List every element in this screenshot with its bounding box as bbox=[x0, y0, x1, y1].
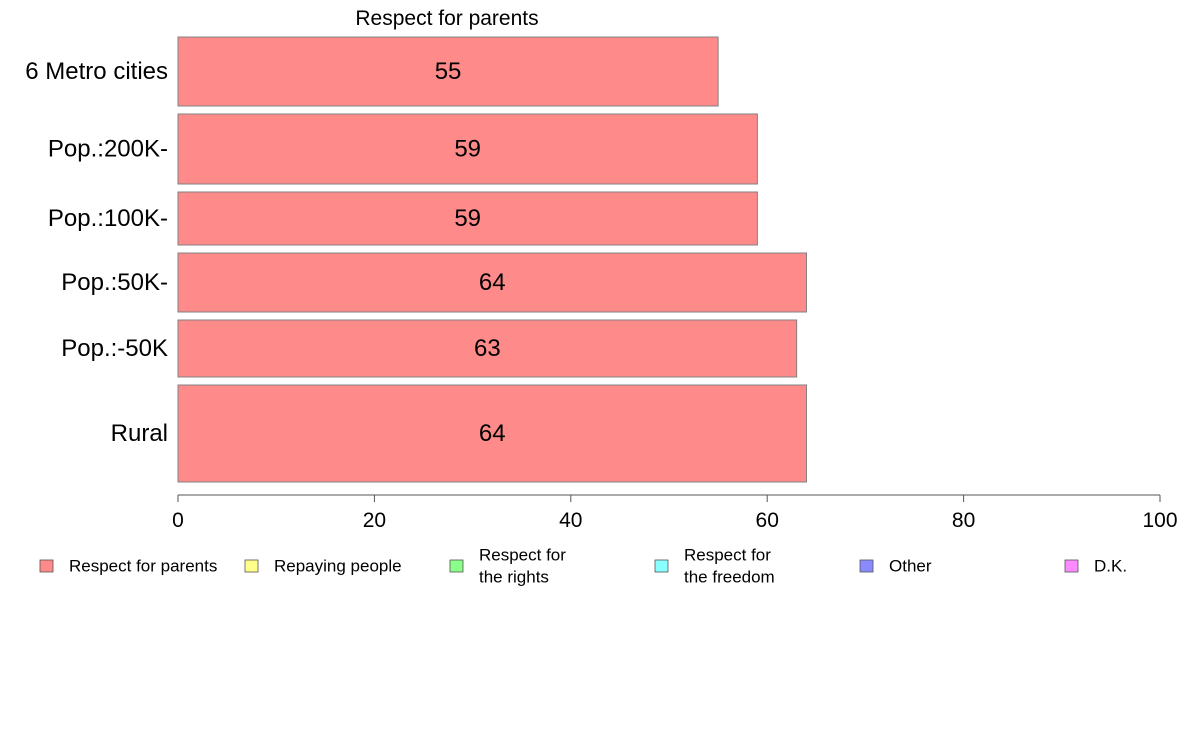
bar-value-label-2: 59 bbox=[454, 205, 481, 232]
legend-swatch-5 bbox=[1064, 559, 1079, 573]
category-label-5: Rural bbox=[111, 420, 168, 447]
bar-value-label-5: 64 bbox=[479, 420, 506, 447]
x-tick-label-2: 40 bbox=[559, 509, 582, 532]
legend-label-2-1: the rights bbox=[479, 568, 549, 587]
bar-5 bbox=[177, 384, 807, 483]
bars-group: 6 Metro cities 55 Pop.:200K- 59 Pop.:100K- 59… bbox=[25, 36, 807, 483]
category-label-4: Pop.:-50K bbox=[61, 335, 168, 362]
x-tick-label-5: 100 bbox=[1142, 509, 1177, 532]
category-label-0: 6 Metro cities bbox=[25, 58, 168, 85]
legend-swatch-1 bbox=[244, 559, 259, 573]
legend-label-3-0: Respect for bbox=[684, 546, 771, 565]
legend-label-5-0: D.K. bbox=[1094, 557, 1127, 576]
x-tick-label-4: 80 bbox=[952, 509, 975, 532]
legend-swatch-2 bbox=[449, 559, 464, 573]
bar-1 bbox=[177, 113, 758, 185]
bar-value-label-4: 63 bbox=[474, 335, 501, 362]
bar-value-label-1: 59 bbox=[454, 136, 481, 163]
chart-title: Respect for parents bbox=[355, 7, 538, 30]
bar-3 bbox=[177, 252, 807, 313]
legend-label-3-1: the freedom bbox=[684, 568, 775, 587]
bar-0 bbox=[177, 36, 719, 107]
bar-value-label-3: 64 bbox=[479, 269, 506, 296]
x-axis: 0 20 40 60 80 100 bbox=[172, 494, 1178, 532]
category-label-2: Pop.:100K- bbox=[48, 205, 168, 232]
legend-label-2-0: Respect for bbox=[479, 546, 566, 565]
legend-label-1-0: Repaying people bbox=[274, 557, 402, 576]
legend-swatch-0 bbox=[39, 559, 54, 573]
bar-value-label-0: 55 bbox=[435, 58, 462, 85]
x-tick-label-3: 60 bbox=[756, 509, 779, 532]
legend-swatch-4 bbox=[859, 559, 874, 573]
legend-label-0-0: Respect for parents bbox=[69, 557, 217, 576]
legend-swatch-3 bbox=[654, 559, 669, 573]
x-tick-label-1: 20 bbox=[363, 509, 386, 532]
bar-2 bbox=[177, 191, 758, 246]
category-label-3: Pop.:50K- bbox=[61, 269, 168, 296]
category-label-1: Pop.:200K- bbox=[48, 136, 168, 163]
legend-label-4-0: Other bbox=[889, 557, 932, 576]
legend: Respect for parents Repaying people Respec… bbox=[39, 546, 1127, 587]
x-tick-label-0: 0 bbox=[172, 509, 184, 532]
bar-4 bbox=[177, 319, 798, 378]
